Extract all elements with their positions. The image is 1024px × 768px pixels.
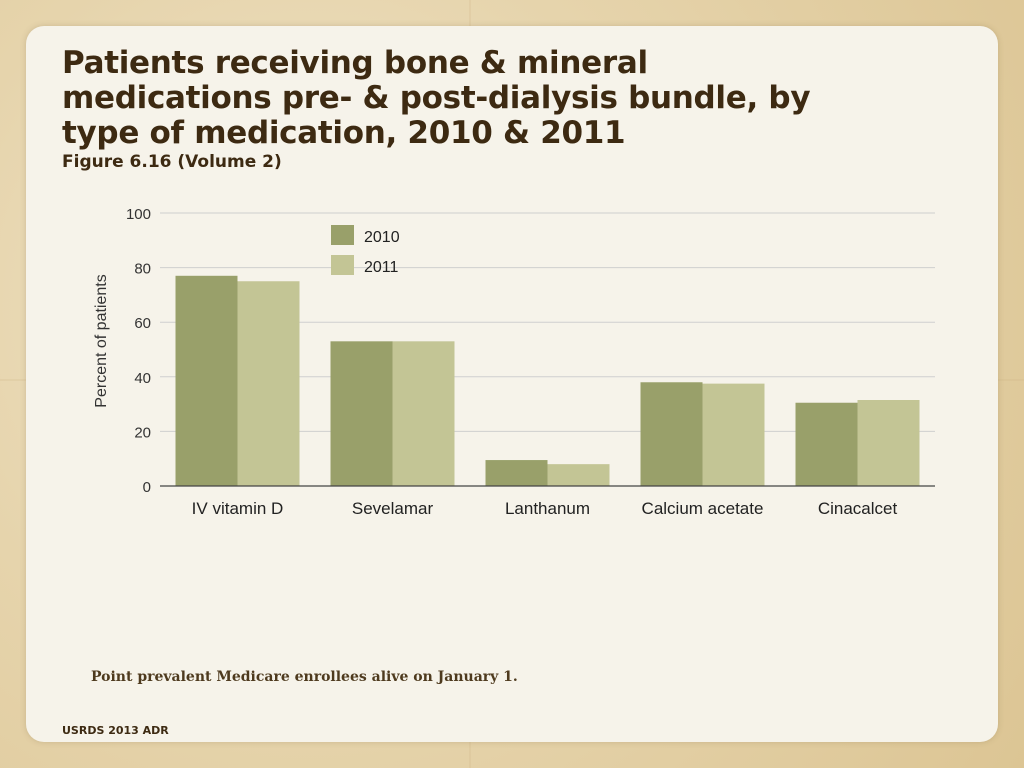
x-tick-label: IV vitamin D	[192, 499, 284, 518]
y-tick-label: 60	[134, 315, 151, 332]
footnote: Point prevalent Medicare enrollees alive…	[91, 669, 518, 685]
y-tick-label: 20	[134, 424, 151, 441]
legend-swatch-2011	[331, 255, 354, 275]
y-axis-ticks: 0 20 40 60 80 100	[126, 206, 151, 496]
legend-label-2010: 2010	[364, 229, 400, 246]
figure-subtitle: Figure 6.16 (Volume 2)	[62, 152, 282, 172]
chart-bars	[175, 275, 920, 486]
y-tick-label: 100	[126, 206, 151, 223]
legend-label-2011: 2011	[364, 259, 399, 276]
bar-2011-4	[857, 400, 920, 486]
x-tick-label: Calcium acetate	[642, 499, 764, 518]
y-tick-label: 40	[134, 370, 151, 387]
legend-swatch-2010	[331, 225, 354, 245]
x-tick-label: Sevelamar	[352, 499, 434, 518]
bar-2011-3	[702, 383, 765, 486]
bar-2011-1	[392, 341, 455, 486]
x-axis-labels: IV vitamin D Sevelamar Lanthanum Calcium ac…	[192, 499, 898, 518]
bar-2010-0	[175, 275, 238, 486]
bar-2011-2	[547, 464, 610, 486]
source-label: USRDS 2013 ADR	[62, 724, 169, 737]
bar-2010-1	[330, 341, 393, 486]
slide-title: Patients receiving bone & mineral medica…	[62, 45, 811, 151]
bar-2010-2	[485, 460, 548, 486]
x-tick-label: Lanthanum	[505, 499, 590, 518]
y-tick-label: 0	[143, 479, 151, 496]
y-tick-label: 80	[134, 261, 151, 278]
bar-2010-4	[795, 402, 858, 486]
bar-2011-0	[237, 281, 300, 486]
x-tick-label: Cinacalcet	[818, 499, 898, 518]
y-axis-label: Percent of patients	[93, 274, 110, 407]
chart-legend: 2010 2011	[331, 225, 400, 276]
bar-2010-3	[640, 382, 703, 486]
